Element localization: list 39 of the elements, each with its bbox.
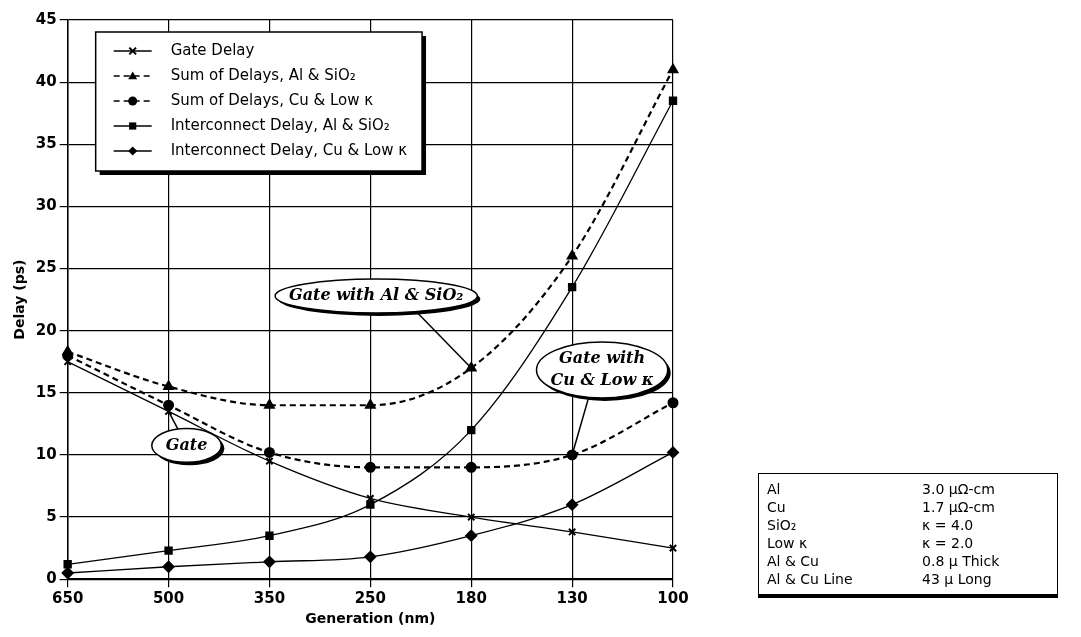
x-tick-label: 180 (455, 589, 487, 608)
text: κ = 2.0 (922, 534, 975, 552)
x-tick-label: 650 (52, 589, 84, 608)
legend-label: Interconnect Delay, Cu & Low κ (170, 140, 408, 159)
text: 43 μ Long (922, 570, 993, 588)
text: Al & Cu Line (767, 570, 854, 588)
legend-label: Interconnect Delay, Al & SiO₂ (170, 115, 390, 134)
legend-label: Sum of Delays, Cu & Low κ (170, 90, 374, 109)
x-tick-label: 500 (152, 589, 185, 608)
text: Cu (767, 498, 787, 516)
text: 3.0 μΩ-cm (922, 480, 996, 498)
annotation: Gate with Al & SiO₂ (289, 285, 464, 305)
y-tick-label: 40 (35, 72, 57, 91)
x-tick-label: 100 (657, 589, 689, 608)
y-tick-label: 15 (35, 382, 57, 401)
y-tick-label: 30 (35, 196, 57, 215)
text: Al (767, 480, 782, 498)
text: 1.7 μΩ-cm (922, 498, 996, 516)
annotation: Gate (165, 434, 208, 454)
text: SiO₂ (767, 516, 798, 534)
x-tick-label: 250 (354, 589, 386, 608)
text: 0.8 μ Thick (922, 552, 1001, 570)
x-tick-label: 130 (556, 589, 588, 608)
text: Low κ (767, 534, 809, 552)
y-tick-label: 25 (35, 258, 57, 277)
y-tick-label: 35 (35, 134, 57, 153)
legend-label: Gate Delay (170, 40, 255, 59)
y-tick-label: 45 (35, 9, 57, 28)
text: Al & Cu (767, 552, 820, 570)
y-tick-label: 20 (35, 320, 57, 339)
legend-label: Sum of Delays, Al & SiO₂ (170, 65, 356, 84)
annotation: Gate with Cu & Low κ (550, 348, 654, 390)
y-tick-label: 5 (46, 506, 57, 525)
y-tick-label: 0 (46, 569, 57, 588)
y-axis-title: Delay (ps) (11, 259, 28, 340)
y-tick-label: 10 (35, 444, 57, 463)
text: κ = 4.0 (922, 516, 975, 534)
x-tick-label: 350 (253, 589, 286, 608)
x-axis-title: Generation (nm) (305, 610, 436, 627)
